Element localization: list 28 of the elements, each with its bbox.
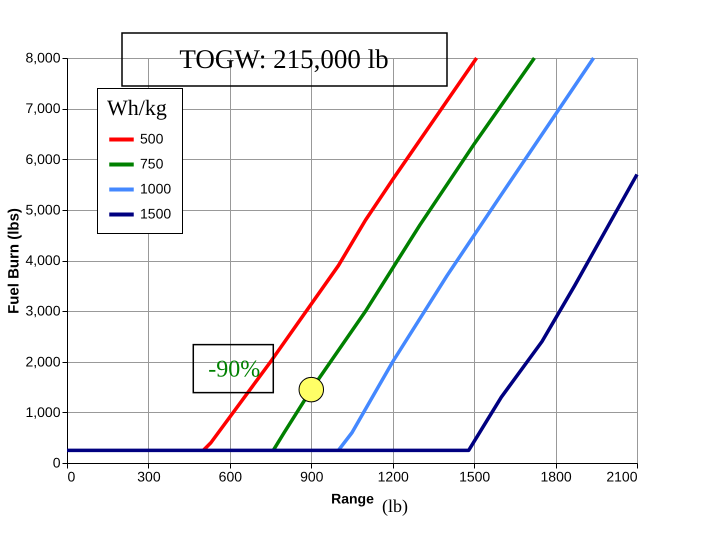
text: (lb) <box>382 496 408 516</box>
x-tick-label: 2100 <box>606 468 638 484</box>
x-tick-label: 1800 <box>540 468 572 484</box>
y-tick-label: 0 <box>52 454 61 470</box>
x-tick-label: 300 <box>137 468 161 484</box>
legend-label: 1500 <box>140 206 172 222</box>
line-series <box>65 172 639 452</box>
x-tick-label: 900 <box>300 468 324 484</box>
legend-label: 750 <box>140 156 164 172</box>
legend-label: 500 <box>140 130 164 146</box>
legend-title: Wh/kg <box>107 95 167 120</box>
y-tick-label: 6,000 <box>25 150 61 167</box>
x-axis-title: Range <box>331 490 374 506</box>
y-tick-label: 4,000 <box>25 252 61 268</box>
y-tick-label: 7,000 <box>25 100 61 116</box>
annotation: -90% <box>208 356 260 383</box>
x-tick-label: 1500 <box>459 468 490 484</box>
x-tick-label: 600 <box>218 468 242 484</box>
chart-title: TOGW: 215,000 lb <box>179 44 389 74</box>
y-tick-label: 2,000 <box>25 353 61 370</box>
y-tick-label: 5,000 <box>25 201 61 218</box>
y-tick-label: 3,000 <box>25 302 61 319</box>
y-tick-label: 1,000 <box>25 404 61 420</box>
x-tick-label: 1200 <box>378 468 409 484</box>
y-axis-title: Fuel Burn (lbs) <box>5 208 22 314</box>
y-tick-label: 8,000 <box>25 50 61 66</box>
x-tick-label: 0 <box>68 468 76 484</box>
legend-label: 1000 <box>140 180 172 196</box>
